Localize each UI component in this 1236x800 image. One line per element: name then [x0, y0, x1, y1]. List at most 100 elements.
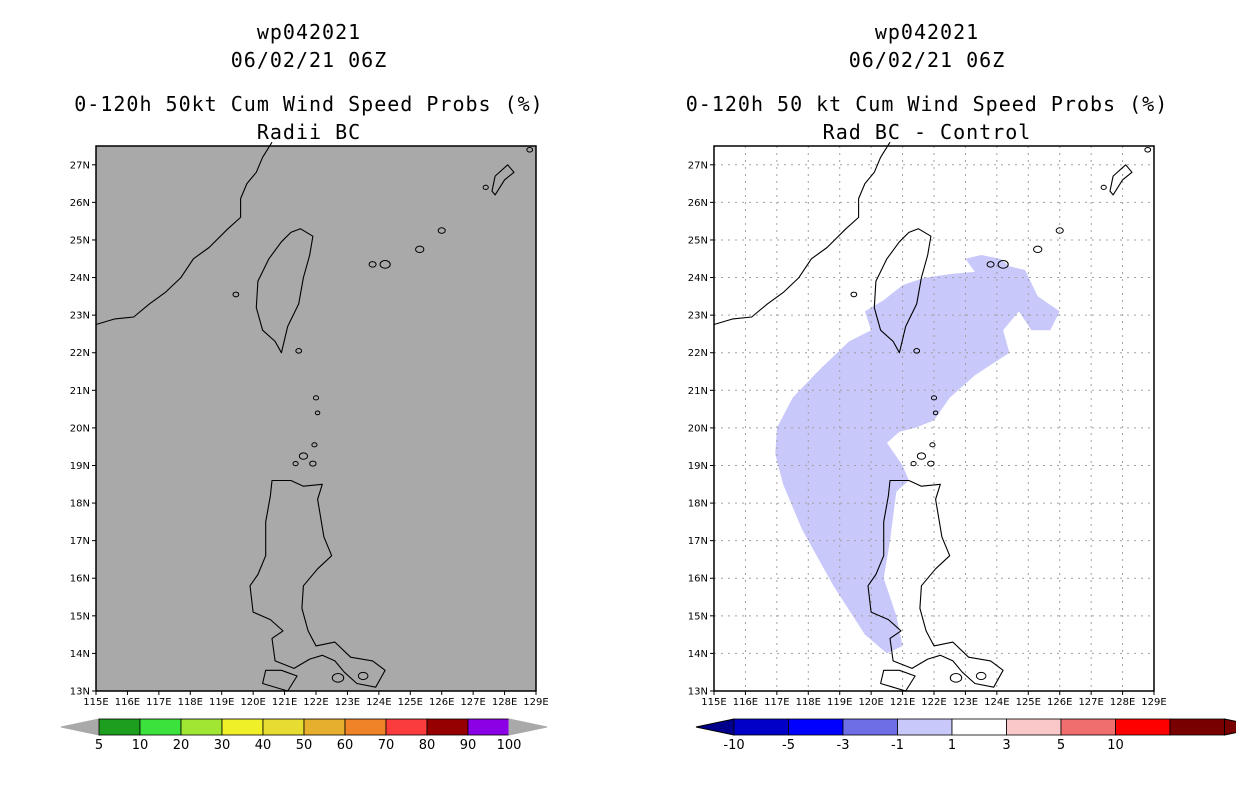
lat-label: 15N [688, 611, 708, 622]
colorbar-label: 10 [1107, 738, 1124, 753]
lat-label: 19N [688, 461, 708, 472]
island-outline [929, 442, 936, 448]
left-storm-id: wp042021 [256, 20, 362, 44]
right-title: 0-120h 50 kt Cum Wind Speed Probs (%) [685, 92, 1169, 116]
colorbar-label: 80 [419, 738, 436, 753]
right-map: 13N 14N 15N 16N 17N 18N 19N 20N 21N 22N 23N 24N 25N 2… [688, 141, 1236, 753]
lon-label: 125E [1016, 697, 1041, 708]
lon-label: 117E [764, 697, 789, 708]
colorbar-label: 50 [296, 738, 313, 753]
island-outline [298, 452, 309, 460]
lon-label: 119E [209, 697, 234, 708]
lat-label: 16N [70, 574, 90, 585]
lon-label: 115E [701, 697, 726, 708]
lat-label: 14N [688, 649, 708, 660]
coastline-mindoro [880, 669, 916, 692]
lat-label: 14N [70, 649, 90, 660]
island-outline [1033, 245, 1043, 254]
left-subtitle: Radii BC [256, 120, 362, 144]
lon-label: 129E [523, 697, 548, 708]
island-outline [312, 395, 320, 401]
lon-label: 118E [178, 697, 203, 708]
colorbar-swatch [426, 718, 469, 736]
lat-label: 22N [70, 348, 90, 359]
colorbar-label: -3 [837, 738, 850, 753]
island-outline [975, 671, 987, 681]
island-outline [932, 410, 939, 416]
island-outline [910, 461, 917, 467]
colorbar-swatch [1169, 718, 1225, 736]
lon-label: 127E [1078, 697, 1103, 708]
colorbar-label: 60 [337, 738, 354, 753]
coastline-ryukyu [491, 164, 515, 196]
colorbar-swatch [180, 718, 223, 736]
island-outline [1055, 227, 1064, 234]
colorbar-low-arrow [695, 718, 735, 736]
coastline-taiwan [873, 228, 932, 354]
lat-label: 25N [70, 235, 90, 246]
right-subtitle: Rad BC - Control [822, 120, 1032, 144]
coastline-china [713, 141, 891, 326]
island-outline [437, 227, 446, 234]
colorbar-label: 10 [132, 738, 149, 753]
left-datetime: 06/02/21 06Z [230, 48, 388, 72]
lon-label: 116E [733, 697, 758, 708]
colorbar-label: 70 [378, 738, 395, 753]
lon-label: 127E [460, 697, 485, 708]
probability-difference-area [775, 255, 1060, 654]
coastline-luzon [249, 479, 386, 688]
lat-label: 27N [688, 160, 708, 171]
lon-label: 128E [492, 697, 517, 708]
colorbar-swatch [842, 718, 898, 736]
lat-label: 27N [70, 160, 90, 171]
lon-label: 123E [335, 697, 360, 708]
lon-label: 122E [303, 697, 328, 708]
colorbar-label: -10 [723, 738, 744, 753]
colorbar-label: 100 [497, 738, 522, 753]
lon-label: 122E [921, 697, 946, 708]
colorbar-swatch [897, 718, 953, 736]
colorbar-label: 20 [173, 738, 190, 753]
island-outline [930, 395, 938, 401]
lon-label: 126E [1047, 697, 1072, 708]
colorbar-label: 3 [1002, 738, 1010, 753]
lon-label: 121E [890, 697, 915, 708]
lon-label: 126E [429, 697, 454, 708]
lon-label: 119E [827, 697, 852, 708]
island-outline [232, 291, 240, 298]
island-outline [986, 261, 995, 268]
colorbar-label: 1 [948, 738, 956, 753]
lat-label: 26N [70, 198, 90, 209]
island-outline [916, 452, 927, 460]
colorbar-swatch [467, 718, 510, 736]
lat-label: 26N [688, 198, 708, 209]
colorbar-high-arrow [508, 718, 548, 736]
left-panel: wp042021 06/02/21 06Z 0-120h 50kt Cum Wi… [60, 20, 549, 753]
right-datetime: 06/02/21 06Z [848, 48, 1006, 72]
lon-label: 115E [83, 697, 108, 708]
island-outline [314, 410, 321, 416]
colorbar-swatch [1115, 718, 1171, 736]
coastline-mindoro [262, 669, 298, 692]
right-storm-id: wp042021 [874, 20, 980, 44]
colorbar-swatch [303, 718, 346, 736]
lat-label: 18N [70, 499, 90, 510]
lat-label: 24N [70, 273, 90, 284]
island-outline [331, 673, 345, 683]
island-outline [482, 184, 489, 190]
lat-label: 13N [70, 687, 90, 698]
island-outline [526, 146, 534, 153]
lon-label: 116E [115, 697, 140, 708]
lat-label: 18N [688, 499, 708, 510]
lat-label: 15N [70, 611, 90, 622]
colorbar-label: 5 [95, 738, 103, 753]
colorbar-low-arrow [60, 718, 100, 736]
lat-label: 13N [688, 687, 708, 698]
colorbar-swatch [139, 718, 182, 736]
lat-label: 16N [688, 574, 708, 585]
lon-label: 129E [1141, 697, 1166, 708]
lon-label: 121E [272, 697, 297, 708]
lat-label: 20N [688, 423, 708, 434]
island-outline [927, 460, 935, 467]
colorbar-high-arrow [1224, 718, 1236, 736]
